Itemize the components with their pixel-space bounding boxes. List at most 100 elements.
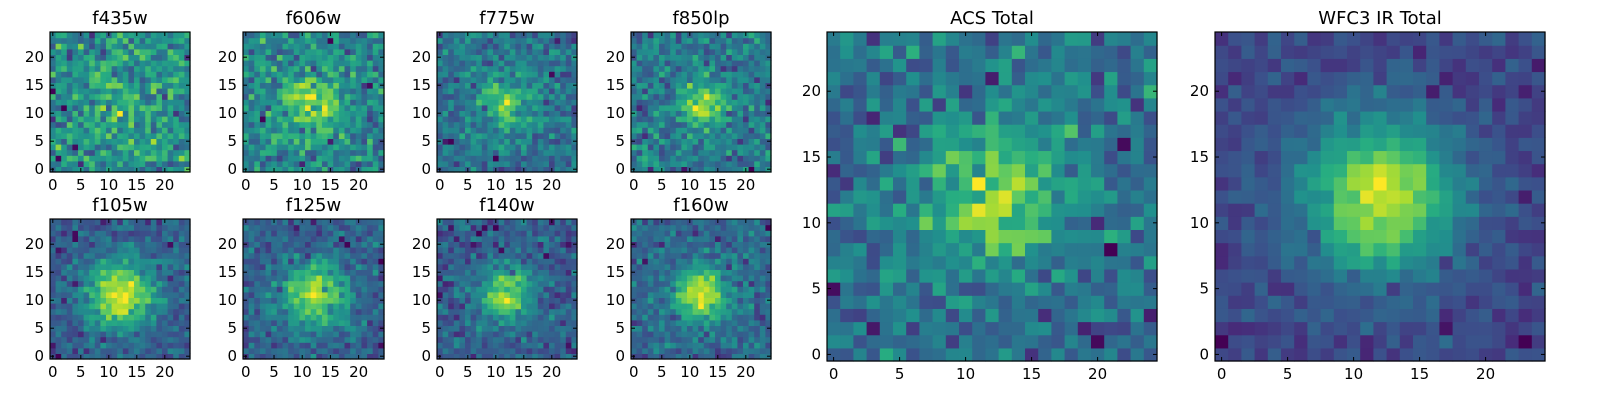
heatmap-cell <box>681 104 688 111</box>
heatmap-cell <box>526 303 533 310</box>
heatmap-cell <box>653 127 660 134</box>
heatmap-cell <box>139 116 146 123</box>
heatmap-cell <box>117 308 124 315</box>
heatmap-cell <box>293 54 300 61</box>
heatmap-cell <box>350 71 357 78</box>
heatmap-cell <box>560 93 567 100</box>
heatmap-cell <box>156 241 163 248</box>
heatmap-cell <box>442 71 449 78</box>
heatmap-cell <box>83 241 90 248</box>
heatmap-cell <box>361 116 368 123</box>
heatmap-cell <box>150 71 157 78</box>
heatmap-cell <box>94 88 101 95</box>
heatmap-cell <box>448 127 455 134</box>
heatmap-cell <box>248 342 255 349</box>
heatmap-cell <box>265 291 272 298</box>
heatmap-cell <box>167 37 174 44</box>
heatmap-cell <box>726 138 733 145</box>
heatmap-cell <box>265 252 272 259</box>
heatmap-cell <box>754 32 761 39</box>
heatmap-cell <box>631 48 638 55</box>
heatmap-cell <box>94 314 101 321</box>
heatmap-cell <box>720 99 727 106</box>
heatmap-cell <box>122 280 129 287</box>
heatmap-cell <box>681 319 688 326</box>
heatmap-cell <box>162 71 169 78</box>
heatmap-cell <box>487 65 494 72</box>
heatmap-cell <box>150 54 157 61</box>
heatmap-cell <box>106 297 113 304</box>
heatmap-cell <box>437 127 444 134</box>
heatmap-cell <box>647 286 654 293</box>
heatmap-cell <box>537 144 544 151</box>
heatmap-cell <box>139 99 146 106</box>
heatmap-cell <box>692 286 699 293</box>
heatmap-cell <box>134 155 141 162</box>
heatmap-cell <box>754 43 761 50</box>
heatmap-cell <box>498 37 505 44</box>
heatmap-cell <box>276 342 284 349</box>
heatmap-cell <box>321 241 329 248</box>
heatmap-cell <box>664 48 671 55</box>
heatmap-cell <box>145 99 152 106</box>
heatmap-cell <box>481 297 488 304</box>
heatmap-cell <box>355 116 363 123</box>
heatmap-cell <box>89 247 96 254</box>
heatmap-cell <box>94 155 101 162</box>
heatmap-cell <box>509 336 516 343</box>
heatmap-cell <box>659 149 666 156</box>
heatmap-cell <box>106 224 113 231</box>
heatmap-cell <box>327 127 334 134</box>
heatmap-cell <box>560 43 567 50</box>
heatmap-cell <box>765 43 772 50</box>
heatmap-cell <box>493 65 500 72</box>
heatmap-cell <box>709 297 716 304</box>
heatmap-cell <box>675 325 682 332</box>
heatmap-cell <box>498 144 505 151</box>
heatmap-cell <box>117 353 124 360</box>
heatmap-cell <box>560 104 567 111</box>
heatmap-cell <box>731 76 738 83</box>
heatmap-cell <box>737 331 744 338</box>
heatmap-cell <box>493 155 500 162</box>
heatmap-cell <box>293 71 300 78</box>
heatmap-cell <box>448 308 455 315</box>
heatmap-cell <box>687 104 694 111</box>
heatmap-cell <box>173 99 180 106</box>
heatmap-cell <box>509 263 516 270</box>
heatmap-cell <box>681 48 688 55</box>
heatmap-cell <box>493 54 500 61</box>
heatmap-cell <box>636 93 643 100</box>
heatmap-cell <box>437 155 444 162</box>
heatmap-cell <box>167 144 174 151</box>
heatmap-cell <box>754 325 761 332</box>
heatmap-cell <box>670 275 677 282</box>
heatmap-cell <box>470 160 477 167</box>
heatmap-cell <box>537 314 544 321</box>
heatmap-cell <box>521 291 528 298</box>
heatmap-cell <box>305 263 312 270</box>
heatmap-cell <box>122 219 129 226</box>
heatmap-cell <box>265 353 272 360</box>
heatmap-cell <box>687 342 694 349</box>
heatmap-cell <box>139 88 146 95</box>
heatmap-cell <box>333 138 340 145</box>
heatmap-cell <box>293 99 300 106</box>
heatmap-cell <box>128 241 135 248</box>
heatmap-cell <box>465 82 472 89</box>
heatmap-cell <box>344 37 351 44</box>
heatmap-cell <box>465 76 472 83</box>
heatmap-cell <box>254 160 261 167</box>
heatmap-cell <box>560 314 567 321</box>
heatmap-cell <box>465 297 472 304</box>
heatmap-cell <box>442 82 449 89</box>
heatmap-cell <box>442 275 449 282</box>
heatmap-cell <box>526 71 533 78</box>
heatmap-cell <box>748 291 755 298</box>
heatmap-cell <box>72 160 79 167</box>
heatmap-cell <box>720 138 727 145</box>
heatmap-cell <box>731 155 738 162</box>
heatmap-cell <box>100 331 107 338</box>
heatmap-cell <box>560 275 567 282</box>
